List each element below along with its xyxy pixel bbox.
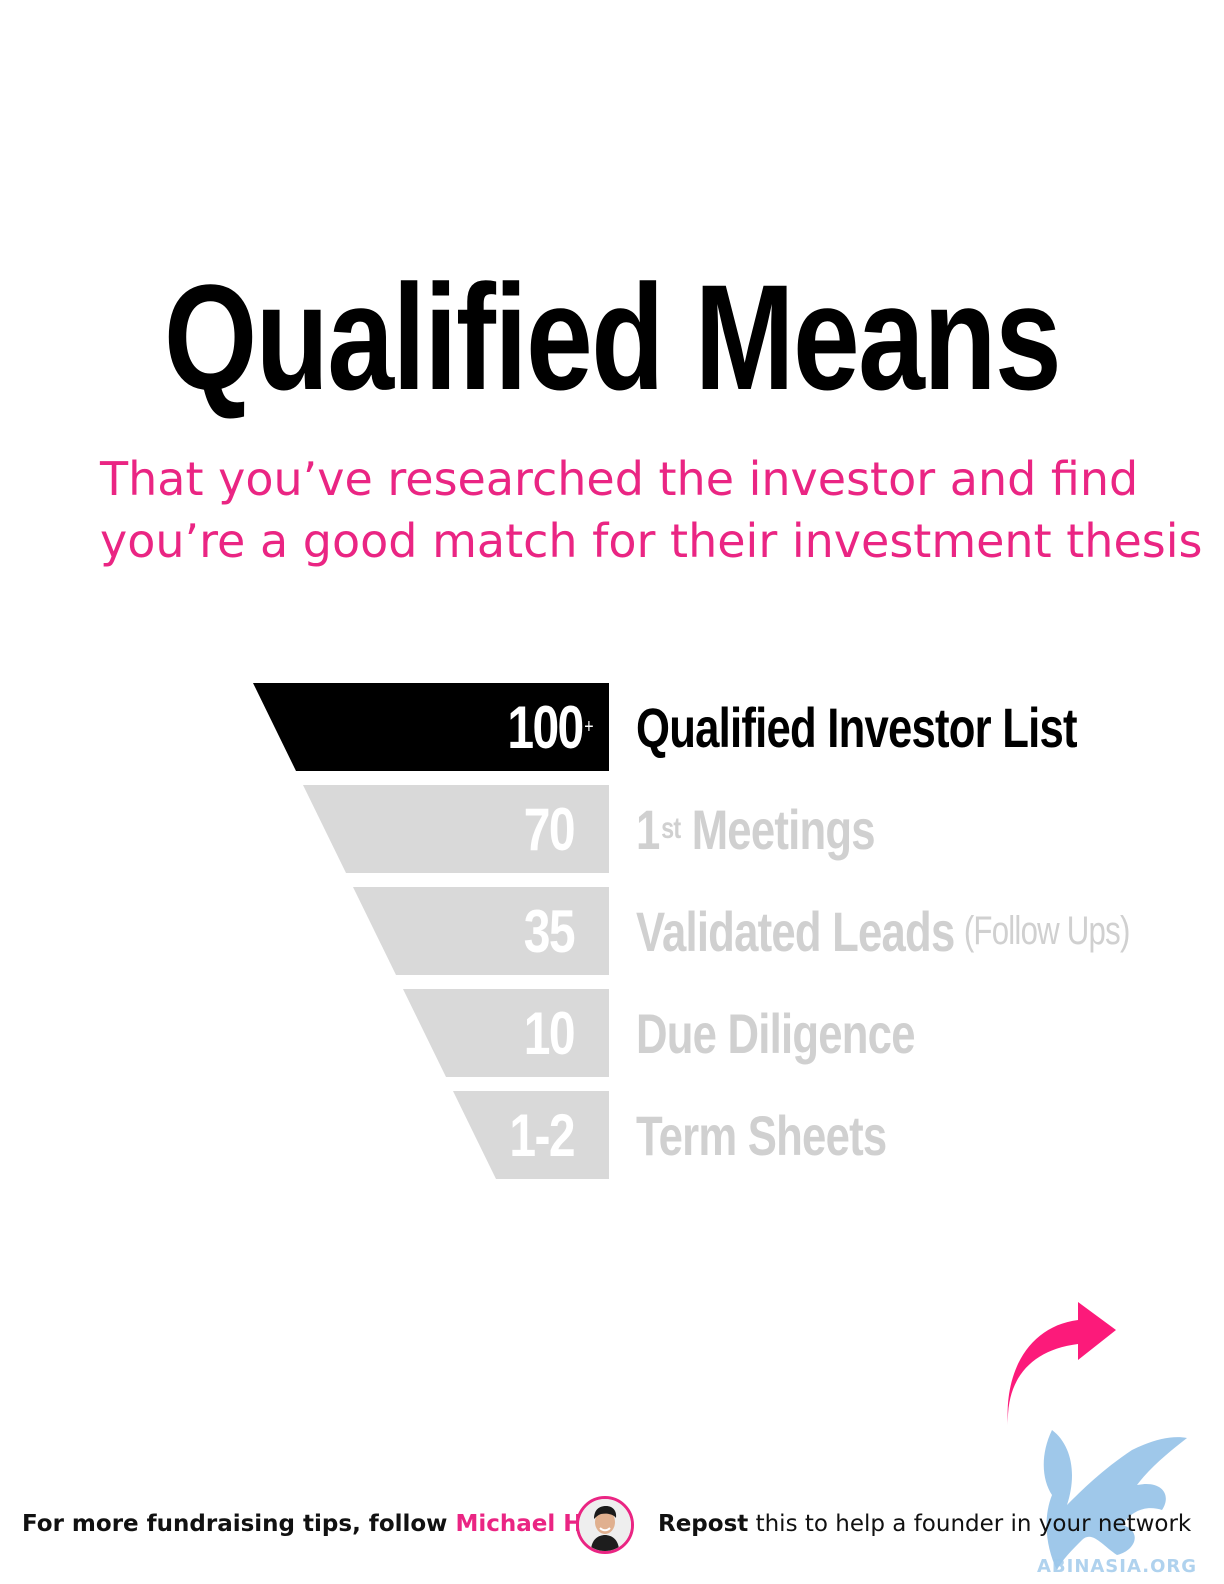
stage-3-label-text: Validated Leads xyxy=(636,899,955,963)
stage-2-count-value: 70 xyxy=(523,795,576,863)
stage-1-count-value: 100 xyxy=(507,693,584,761)
funnel-stage-1-shape xyxy=(253,683,609,771)
page-title: Qualified Means xyxy=(163,253,1062,421)
funnel-stage-1-count: 100 + xyxy=(438,683,593,771)
stage-5-count-value: 1-2 xyxy=(509,1101,575,1169)
stage-3-count-value: 35 xyxy=(523,897,576,965)
stage-3-label-note: (Follow Ups) xyxy=(963,908,1131,953)
subtitle-line-1: That you’ve researched the investor and … xyxy=(100,452,1139,506)
subtitle: That you’ve researched the investor and … xyxy=(100,448,1203,572)
follow-text: For more fundraising tips, follow xyxy=(22,1511,448,1537)
funnel-stage-5-shape xyxy=(453,1091,609,1179)
stage-1-label-text: Qualified Investor List xyxy=(636,695,1078,759)
footer-repost: Repost this to help a founder in your ne… xyxy=(658,1511,1191,1537)
funnel-stage-3-label: Validated Leads (Follow Ups) xyxy=(636,887,1130,975)
funnel-stage-1-label: Qualified Investor List xyxy=(636,683,1078,771)
footer-follow: For more fundraising tips, follow Michae… xyxy=(22,1511,598,1537)
repost-text: this to help a founder in your network xyxy=(755,1511,1192,1537)
repost-bold: Repost xyxy=(658,1511,749,1537)
avatar-photo xyxy=(579,1499,631,1551)
svg-text:ABINASIA.ORG: ABINASIA.ORG xyxy=(1037,1556,1197,1575)
stage-4-count-value: 10 xyxy=(523,999,576,1067)
avatar[interactable] xyxy=(576,1496,634,1554)
stage-2-label-sup: st xyxy=(661,812,681,845)
funnel-stage-4-shape xyxy=(403,989,609,1077)
author-link[interactable]: Michael Ho xyxy=(455,1511,599,1537)
stage-5-label-text: Term Sheets xyxy=(636,1103,887,1167)
funnel-stage-2-shape xyxy=(303,785,609,873)
funnel-stage-2-count: 70 xyxy=(435,785,576,873)
share-arrow-icon[interactable] xyxy=(1000,1300,1124,1430)
funnel-stage-4-count: 10 xyxy=(435,989,576,1077)
funnel-stage-5-count: 1-2 xyxy=(435,1091,575,1179)
funnel-stage-3-count: 35 xyxy=(435,887,576,975)
stage-4-label-text: Due Diligence xyxy=(636,1001,915,1065)
stage-2-label-number: 1 xyxy=(636,797,660,861)
funnel-stage-5-label: Term Sheets xyxy=(636,1091,887,1179)
subtitle-line-2: you’re a good match for their investment… xyxy=(100,514,1203,568)
stage-2-label-text: Meetings xyxy=(691,797,876,861)
watermark-logo: ABINASIA.ORG xyxy=(1037,1430,1197,1575)
funnel-stage-4-label: Due Diligence xyxy=(636,989,915,1077)
stage-1-plus: + xyxy=(584,715,593,738)
funnel-stage-3-shape xyxy=(353,887,609,975)
